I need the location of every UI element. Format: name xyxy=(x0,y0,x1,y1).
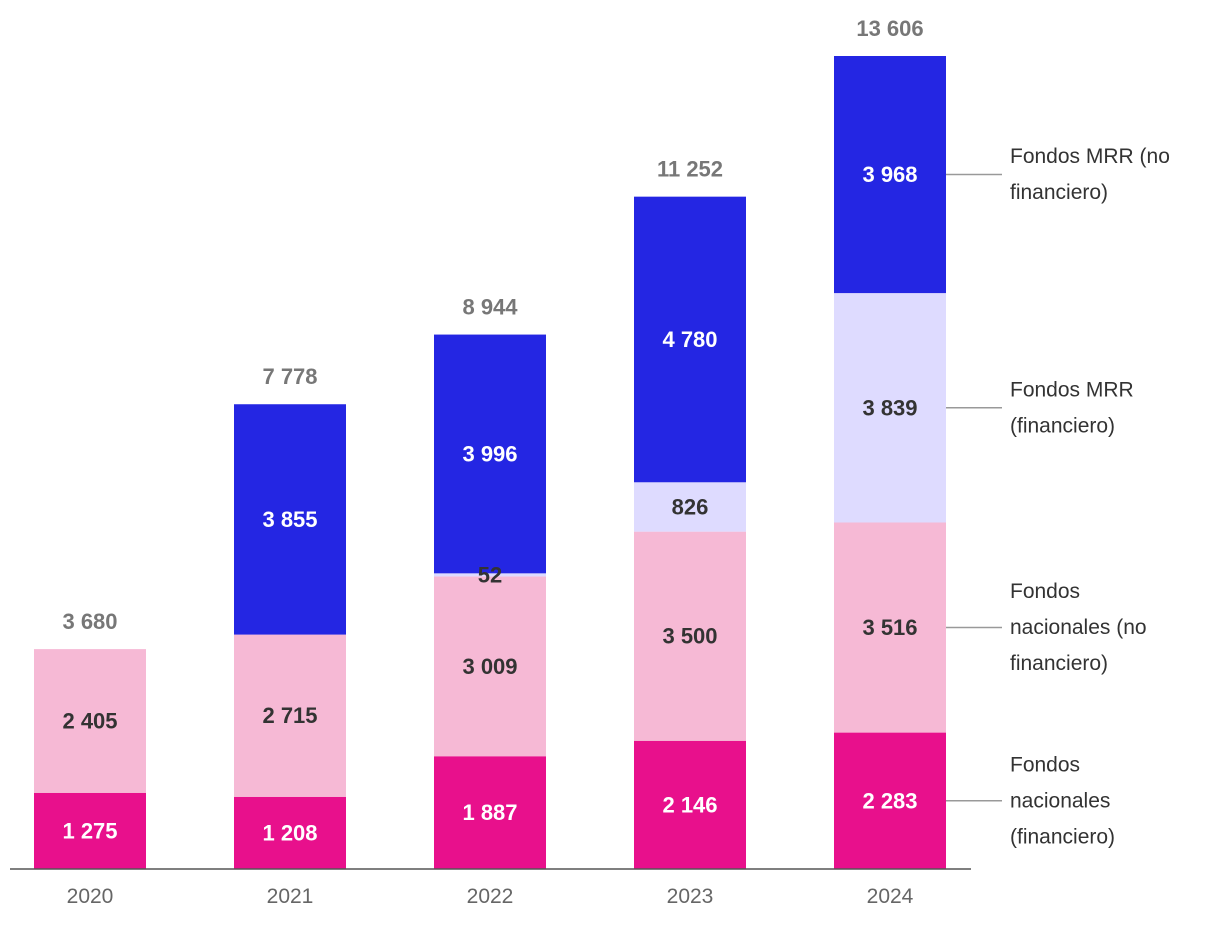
legend-entry-line: Fondos MRR (no xyxy=(1010,145,1170,168)
bar-segment xyxy=(34,792,146,869)
legend-entry-line: nacionales (no xyxy=(1010,616,1147,639)
bar-segment xyxy=(434,756,546,869)
bar-segment xyxy=(234,634,346,797)
bar-segment xyxy=(834,732,946,869)
legend-entry-line: financiero) xyxy=(1010,652,1108,675)
legend-entry-line: Fondos xyxy=(1010,580,1080,603)
bar-segment xyxy=(234,796,346,869)
legend-entry-line: Fondos MRR xyxy=(1010,378,1134,401)
bar-segment xyxy=(634,196,746,483)
bar-segment xyxy=(834,293,946,523)
segment-value-label: 2 146 xyxy=(662,792,717,817)
segment-value-label: 3 855 xyxy=(262,507,317,532)
x-tick-label: 2024 xyxy=(867,885,914,908)
bar-segment xyxy=(834,56,946,294)
legend-entry-label: Fondos MRR (no financiero) xyxy=(1010,145,1170,204)
segment-value-label: 3 516 xyxy=(862,615,917,640)
segment-value-label: 1 887 xyxy=(462,800,517,825)
legend-entry-line: financiero) xyxy=(1010,181,1108,204)
legend-entry-label: Fondos nacionales (no financiero) xyxy=(1010,580,1147,675)
segment-value-label: 1 275 xyxy=(62,818,117,843)
segment-value-label: 826 xyxy=(672,494,709,519)
total-value-label: 3 680 xyxy=(62,609,117,634)
x-tick-label: 2023 xyxy=(667,885,714,908)
total-value-label: 13 606 xyxy=(856,16,923,41)
totals-layer: 3 680 7 778 8 944 11 252 13 606 xyxy=(62,16,923,634)
x-tick-label: 2021 xyxy=(267,885,314,908)
bar-segment xyxy=(834,522,946,733)
segment-value-label: 2 715 xyxy=(262,703,317,728)
segment-value-label: 2 405 xyxy=(62,708,117,733)
bars-layer xyxy=(34,56,946,869)
total-value-label: 11 252 xyxy=(657,157,723,182)
legend-entry-line: nacionales xyxy=(1010,789,1110,812)
legend-entry-label: Fondos MRR (financiero) xyxy=(1010,378,1134,437)
legend-entry-line: (financiero) xyxy=(1010,414,1115,437)
segment-value-label: 3 500 xyxy=(662,624,717,649)
segment-value-label: 2 283 xyxy=(862,788,917,813)
bar-segment xyxy=(434,573,546,577)
segment-value-label: 3 996 xyxy=(462,441,517,466)
bar-segment xyxy=(34,649,146,793)
legend-entry-line: (financiero) xyxy=(1010,825,1115,848)
segment-labels-layer: 1 275 2 405 1 208 2 715 3 855 1 887 3 009 52 3 9… xyxy=(62,162,917,845)
segment-value-label: 3 009 xyxy=(462,654,517,679)
bar-segment xyxy=(434,576,546,757)
segment-value-label: 1 208 xyxy=(262,820,317,845)
total-value-label: 7 778 xyxy=(262,364,317,389)
x-tick-label: 2022 xyxy=(467,885,514,908)
bar-segment xyxy=(234,404,346,635)
legend: Fondos nacionales (financiero) Fondos nacion… xyxy=(946,145,1170,848)
segment-value-label: 4 780 xyxy=(662,327,717,352)
segment-value-label: 3 839 xyxy=(862,395,917,420)
x-tick-label: 2020 xyxy=(67,885,114,908)
legend-entry-line: Fondos xyxy=(1010,753,1080,776)
bar-segment xyxy=(434,334,546,574)
bar-segment xyxy=(634,531,746,741)
x-tick-labels-layer: 2020 2021 2022 2023 2024 xyxy=(67,885,914,908)
total-value-label: 8 944 xyxy=(462,295,518,320)
bar-segment xyxy=(634,740,746,869)
segment-value-label: 52 xyxy=(478,562,502,587)
bar-segment xyxy=(634,482,746,532)
legend-entry-label: Fondos nacionales (financiero) xyxy=(1010,753,1115,848)
segment-value-label: 3 968 xyxy=(862,162,917,187)
